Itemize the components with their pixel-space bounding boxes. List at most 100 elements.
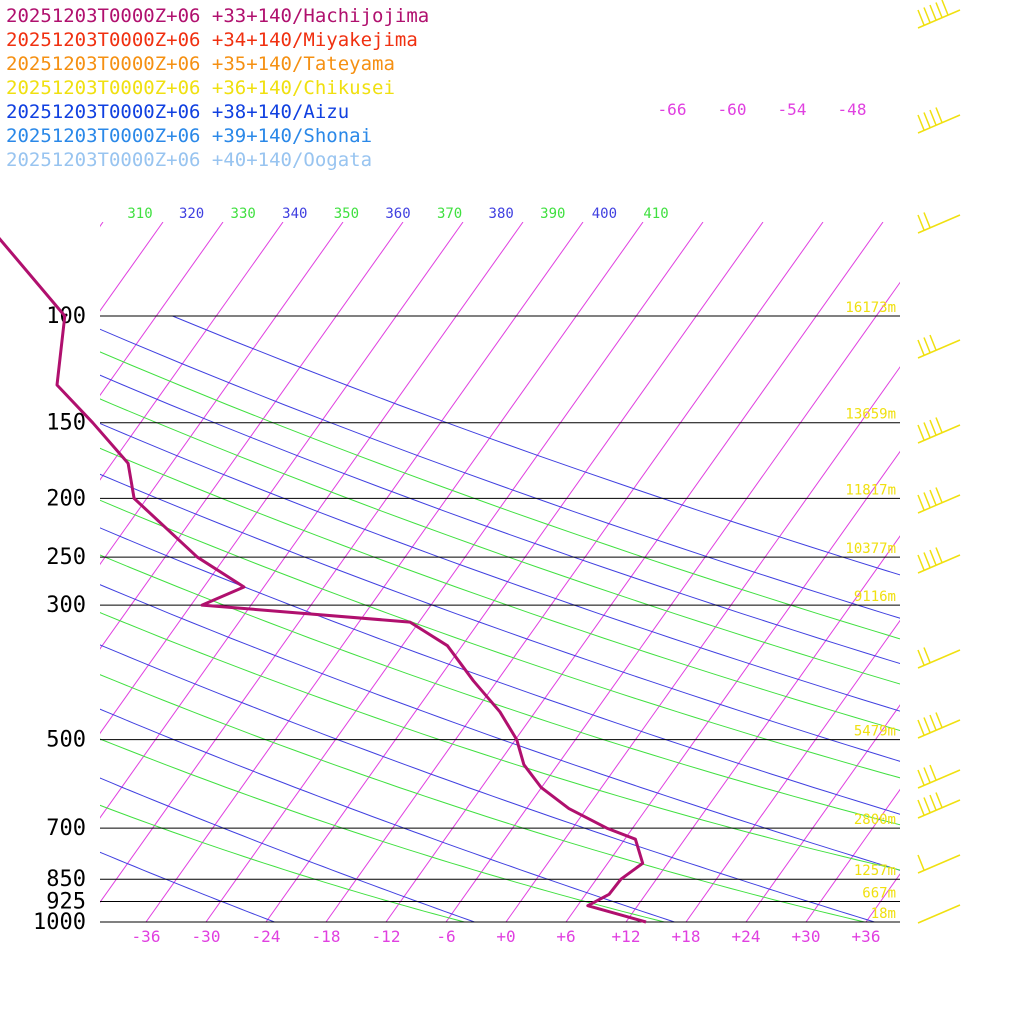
wind-barb [917, 719, 961, 739]
legend: 20251203T0000Z+06 +33+140/Hachijojima 20… [6, 4, 429, 172]
wind-barb-flag [923, 422, 931, 438]
wind-barb-flag [923, 212, 931, 228]
isotherm-label: -66 [658, 100, 687, 119]
theta-label: 320 [179, 206, 204, 222]
sounding-line [0, 236, 647, 924]
theta-label: 400 [592, 206, 617, 222]
moist-adiabat-line [100, 674, 867, 922]
wind-barb [917, 649, 961, 669]
dry-adiabat-line [100, 708, 677, 922]
pressure-tick-label: 925 [46, 889, 86, 914]
isotherm-line [685, 619, 900, 922]
wind-barb-flag [929, 419, 937, 436]
wind-barb-flag [917, 719, 925, 736]
wind-barb [917, 339, 961, 359]
wind-barb [917, 854, 961, 874]
height-label: 9116m [854, 589, 896, 605]
moist-adiabat-line [100, 612, 900, 871]
isotherm-line [625, 535, 900, 922]
legend-entry: 20251203T0000Z+06 +34+140/Miyakejima [6, 29, 418, 51]
wind-barb-flag [923, 647, 931, 663]
wind-barb-flag [935, 107, 943, 123]
dry-adiabat-line [100, 777, 477, 922]
height-label: 2800m [854, 812, 896, 828]
wind-barb-flag [917, 114, 925, 131]
wind-barb-flag [917, 554, 925, 571]
wind-barb [917, 799, 961, 819]
wind-barb-flag [917, 494, 925, 511]
height-label: 13659m [845, 407, 896, 423]
pressure-tick-label: 150 [46, 411, 86, 436]
dry-adiabat-line [172, 315, 900, 576]
dry-adiabat-line [100, 328, 900, 619]
isotherm-line [100, 222, 284, 481]
wind-barb-flag [929, 489, 937, 506]
legend-entry: 20251203T0000Z+06 +33+140/Hachijojima [6, 5, 430, 27]
wind-barb-flag [923, 337, 931, 353]
isotherm-line [145, 222, 644, 922]
isotherm-label: -48 [838, 100, 867, 119]
legend-entry: 20251203T0000Z+06 +39+140/Shonai [6, 125, 373, 147]
isotherm-line [325, 222, 824, 922]
height-label: 1257m [854, 863, 896, 879]
dry-adiabat-line [100, 527, 900, 815]
pressure-tick-label: 700 [46, 816, 86, 841]
wind-barb-flag [917, 769, 925, 786]
theta-label: 410 [643, 206, 668, 222]
theta-label: 360 [385, 206, 410, 222]
temperature-tick-label: +12 [612, 927, 641, 946]
legend-entry: 20251203T0000Z+06 +40+140/Oogata [6, 149, 373, 171]
isotherm-line [986, 222, 1024, 922]
isotherm-line [445, 281, 900, 922]
temperature-tick-label: +30 [792, 927, 821, 946]
pressure-tick-label: 850 [46, 867, 86, 892]
wind-barb [917, 424, 961, 444]
wind-barb-flag [917, 9, 925, 26]
wind-barb-flag [917, 854, 925, 871]
wind-barb-flag [929, 714, 937, 731]
height-label: 10377m [845, 541, 896, 557]
moist-adiabat-line [100, 499, 900, 779]
theta-label: 310 [127, 206, 152, 222]
theta-label: 340 [282, 206, 307, 222]
wind-barb [917, 904, 961, 924]
isotherm-label: -60 [718, 100, 747, 119]
wind-barb-flag [935, 712, 943, 728]
wind-barb-flag [917, 424, 925, 441]
wind-barb-flag [917, 649, 925, 666]
isotherm-line [100, 222, 224, 397]
pressure-tick-label: 250 [46, 545, 86, 570]
wind-barb-flag [935, 417, 943, 433]
dry-adiabat-line [100, 851, 276, 922]
temperature-tick-label: -36 [132, 927, 161, 946]
wind-barb-flag [935, 2, 943, 18]
isotherm-line [100, 222, 524, 819]
pressure-tick-label: 1000 [33, 910, 86, 935]
isotherm-line [0, 222, 43, 922]
isotherm-line [926, 222, 1024, 922]
isotherm-line [385, 222, 884, 922]
moist-adiabat-line [100, 351, 900, 640]
wind-barb-flag [923, 797, 931, 813]
wind-barb-flag [929, 109, 937, 126]
isotherm-line [100, 222, 584, 904]
dry-adiabat-line [100, 644, 877, 922]
isotherm-line [100, 222, 404, 650]
theta-label: 330 [231, 206, 256, 222]
pressure-tick-label: 500 [46, 728, 86, 753]
wind-barb-flag [935, 487, 943, 503]
sounding-lines [0, 236, 647, 924]
wind-barb [917, 114, 961, 134]
temperature-tick-label: +24 [732, 927, 761, 946]
temperature-tick-label: -24 [252, 927, 281, 946]
dry-adiabat-line [100, 422, 900, 712]
wind-barb-flag [929, 334, 937, 351]
wind-barb-flag [917, 339, 925, 356]
height-label: 16173m [845, 300, 896, 316]
pressure-tick-label: 200 [46, 486, 86, 511]
plot-area [0, 222, 1024, 922]
wind-barb-flag [941, 0, 949, 16]
theta-label: 380 [489, 206, 514, 222]
wind-barb-flag [923, 767, 931, 783]
